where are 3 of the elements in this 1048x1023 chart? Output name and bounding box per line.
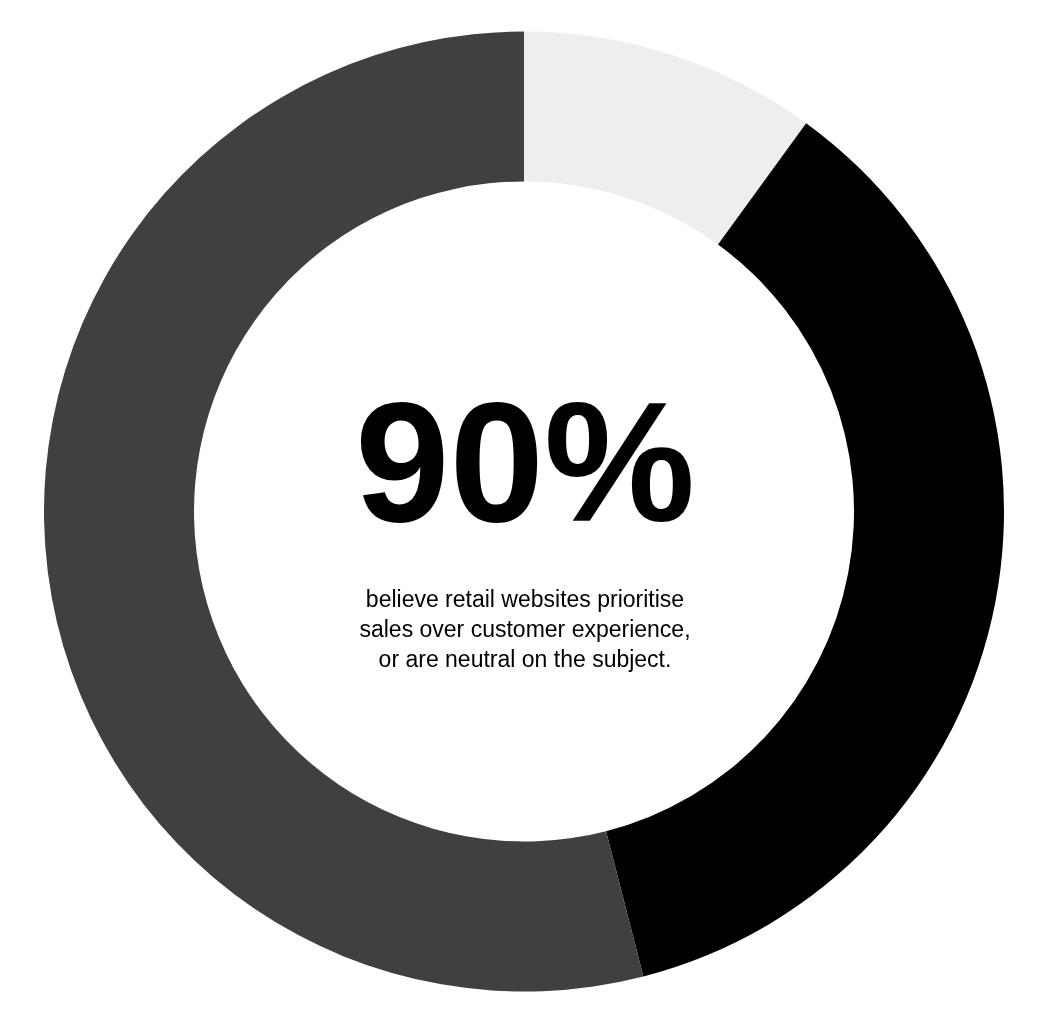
text: believe retail websites prioritise sales over customer experience, or are neutral on the subject. — [359, 586, 691, 672]
donut-slice — [524, 31, 807, 245]
text: 90% — [354, 367, 696, 557]
